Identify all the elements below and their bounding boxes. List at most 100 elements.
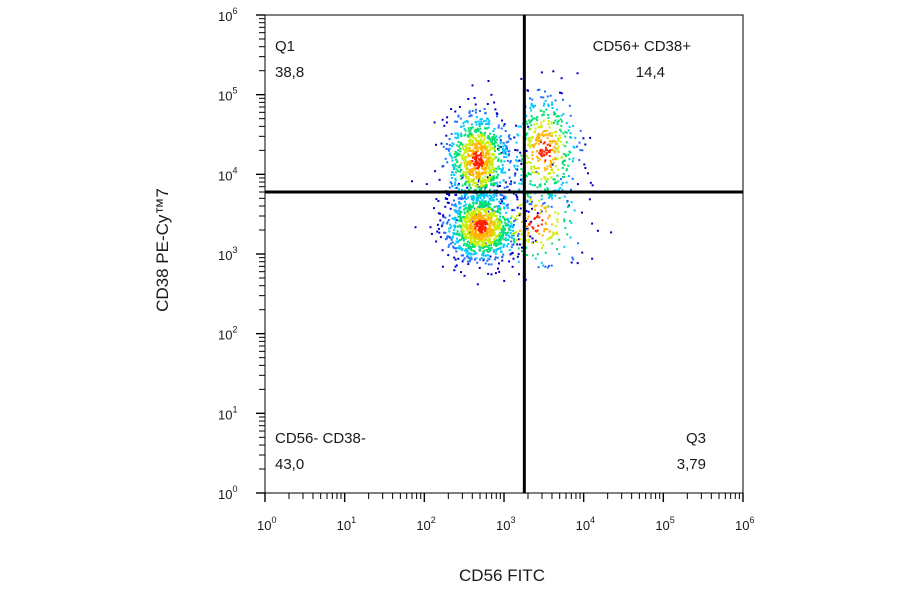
event-dot bbox=[459, 225, 462, 228]
event-dot bbox=[445, 147, 448, 150]
event-dot bbox=[479, 237, 482, 240]
event-dot bbox=[456, 120, 458, 123]
event-dot bbox=[499, 219, 502, 222]
event-dot bbox=[521, 177, 524, 180]
event-dot bbox=[536, 253, 539, 256]
event-dot bbox=[460, 168, 463, 171]
event-dot bbox=[548, 230, 551, 233]
event-dot bbox=[448, 194, 451, 197]
event-dot bbox=[451, 177, 454, 179]
event-dot bbox=[495, 170, 498, 173]
event-dot bbox=[464, 174, 467, 177]
event-dot bbox=[543, 141, 546, 144]
event-dot bbox=[499, 142, 502, 145]
event-dot bbox=[525, 175, 528, 178]
event-dot bbox=[531, 144, 534, 147]
event-dot bbox=[475, 244, 478, 247]
event-dot bbox=[525, 254, 528, 256]
event-dot bbox=[477, 142, 480, 145]
event-dot bbox=[567, 153, 570, 156]
event-dot bbox=[484, 163, 487, 166]
event-dot bbox=[484, 127, 486, 130]
event-dot bbox=[477, 154, 480, 157]
event-dot bbox=[542, 110, 545, 113]
event-dot bbox=[493, 146, 496, 149]
event-dot bbox=[486, 250, 489, 253]
event-dot bbox=[477, 180, 480, 183]
event-dot bbox=[490, 175, 493, 178]
event-dot bbox=[475, 202, 478, 205]
event-dot bbox=[462, 147, 465, 150]
event-dot bbox=[543, 134, 546, 137]
event-dot bbox=[559, 128, 562, 131]
event-dot bbox=[534, 229, 537, 232]
event-dot bbox=[472, 197, 475, 200]
event-dot bbox=[471, 144, 474, 146]
event-dot bbox=[489, 222, 492, 225]
event-dot bbox=[456, 230, 459, 233]
event-dot bbox=[492, 232, 495, 235]
event-dot bbox=[526, 161, 529, 164]
event-dot bbox=[464, 248, 467, 251]
event-dot bbox=[542, 244, 545, 247]
event-dot bbox=[478, 163, 481, 166]
event-dot bbox=[490, 164, 493, 166]
event-dot bbox=[565, 169, 568, 172]
event-dot bbox=[551, 101, 553, 104]
event-dot bbox=[484, 214, 487, 217]
event-dot bbox=[560, 124, 563, 127]
event-dot bbox=[480, 219, 483, 222]
event-dot bbox=[497, 160, 500, 162]
event-dot bbox=[478, 232, 481, 235]
event-dot bbox=[487, 240, 490, 243]
event-dot bbox=[510, 222, 513, 225]
event-dot bbox=[489, 214, 492, 217]
event-dot bbox=[446, 221, 449, 224]
event-dot bbox=[541, 219, 544, 222]
event-dot bbox=[529, 196, 532, 199]
event-dot bbox=[488, 157, 491, 160]
event-dot bbox=[546, 148, 548, 151]
y-tick-label: 102 bbox=[218, 325, 237, 343]
event-dot bbox=[472, 202, 475, 205]
event-dot bbox=[548, 140, 551, 143]
event-dot bbox=[513, 232, 516, 235]
event-dot bbox=[502, 124, 505, 127]
event-dot bbox=[467, 147, 470, 150]
event-dot bbox=[486, 239, 489, 242]
event-dot bbox=[505, 234, 508, 237]
event-dot bbox=[479, 143, 482, 146]
event-dot bbox=[483, 134, 486, 137]
event-dot bbox=[546, 266, 549, 269]
event-dot bbox=[448, 147, 451, 150]
event-dot bbox=[463, 233, 466, 236]
event-dot bbox=[463, 148, 466, 151]
event-dot bbox=[548, 264, 550, 267]
event-dot bbox=[455, 250, 458, 253]
event-dot bbox=[476, 215, 479, 217]
event-dot bbox=[538, 137, 541, 140]
event-dot bbox=[455, 240, 458, 243]
event-dot bbox=[492, 171, 495, 174]
y-tick-label: 101 bbox=[218, 404, 237, 422]
event-dot bbox=[540, 204, 543, 207]
event-dot bbox=[483, 138, 486, 141]
event-dot bbox=[456, 144, 459, 147]
event-dot bbox=[474, 212, 477, 215]
event-dot bbox=[546, 137, 549, 140]
event-dot bbox=[487, 210, 490, 213]
event-dot bbox=[479, 176, 482, 179]
event-dot bbox=[481, 199, 484, 202]
event-dot bbox=[465, 177, 468, 180]
event-dot bbox=[444, 231, 447, 234]
event-dot bbox=[568, 175, 570, 177]
event-dot bbox=[528, 203, 531, 206]
event-dot bbox=[534, 257, 537, 260]
event-dot bbox=[571, 256, 574, 259]
event-dot bbox=[466, 220, 469, 223]
event-dot bbox=[482, 208, 485, 211]
event-dot bbox=[546, 187, 549, 190]
event-dot bbox=[535, 142, 538, 145]
event-dot bbox=[489, 203, 492, 206]
event-dot bbox=[490, 273, 493, 276]
